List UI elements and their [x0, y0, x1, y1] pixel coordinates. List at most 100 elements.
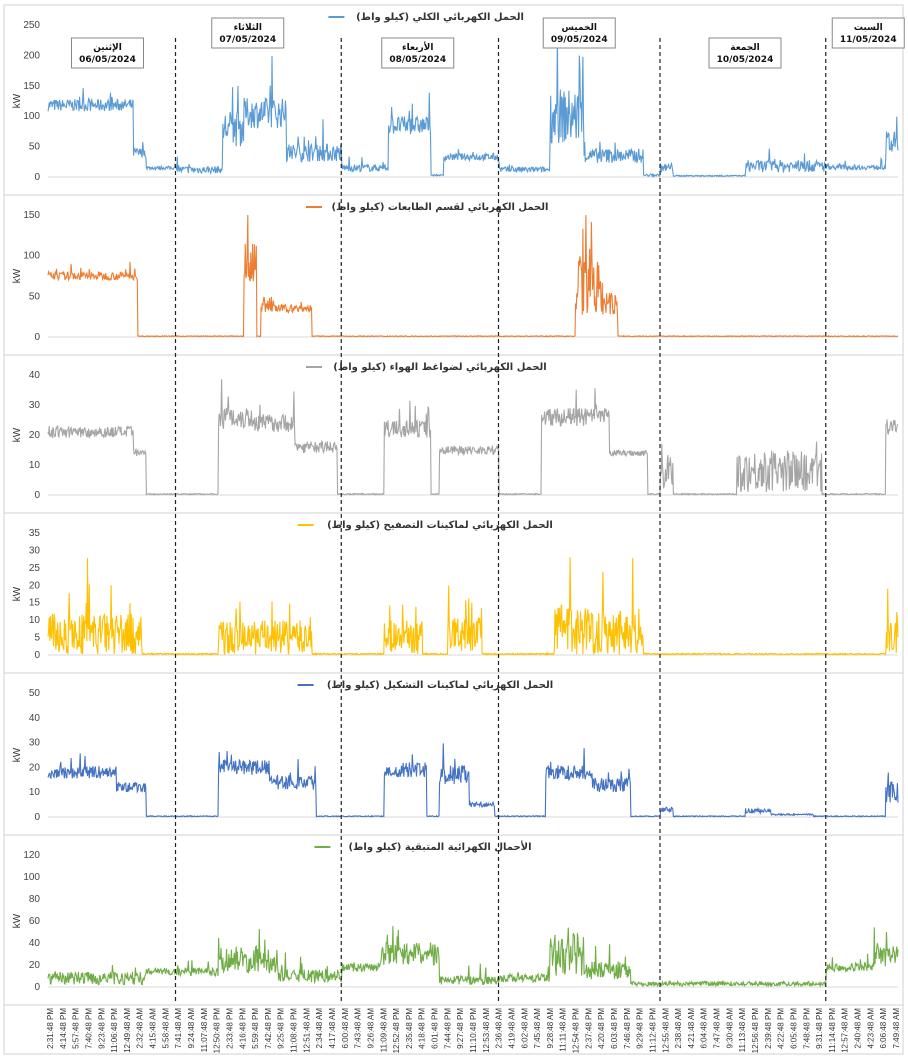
y-tick-label: 0 — [34, 650, 40, 661]
y-tick-label: 50 — [29, 688, 41, 699]
y-axis-label: kW — [12, 586, 23, 601]
panel-title: الحمل الكهربائي لماكينات التشكيل (كيلو و… — [327, 680, 553, 691]
y-tick-label: 40 — [29, 370, 41, 381]
y-tick-label: 50 — [29, 291, 41, 302]
panel-title: الحمل الكهربائي لقسم الطابعات (كيلو واط) — [332, 202, 549, 213]
y-tick-label: 10 — [29, 615, 41, 626]
day-label-box — [71, 37, 144, 69]
day-label-box — [381, 37, 455, 69]
x-tick-label: 7:47:48 AM — [713, 1008, 722, 1049]
x-tick-label: 2:35:48 PM — [405, 1008, 414, 1049]
x-tick-label: 2:39:48 PM — [764, 1008, 773, 1049]
y-tick-label: 20 — [29, 580, 41, 591]
x-tick-label: 9:27:48 PM — [456, 1008, 465, 1049]
y-tick-label: 30 — [29, 400, 41, 411]
x-tick-label: 11:12:48 PM — [648, 1008, 657, 1053]
y-tick-label: 5 — [34, 633, 40, 644]
y-tick-label: 10 — [29, 460, 41, 471]
series-line — [47, 36, 899, 178]
x-tick-label: 12:56:48 PM — [751, 1008, 760, 1054]
x-tick-label: 6:06:48 AM — [879, 1008, 888, 1049]
y-tick-label: 0 — [34, 982, 40, 993]
x-tick-label: 12:53:48 AM — [482, 1008, 491, 1053]
x-tick-label: 7:40:48 PM — [84, 1008, 93, 1049]
day-label-box — [542, 17, 616, 49]
x-tick-label: 2:33:48 PM — [225, 1008, 234, 1049]
day-date: 06/05/2024 — [79, 55, 136, 65]
x-tick-label: 9:31:48 PM — [815, 1008, 824, 1049]
x-tick-label: 11:08:48 PM — [290, 1008, 299, 1053]
x-tick-label: 7:44:48 PM — [443, 1008, 452, 1049]
panel-title: الحمل الكهربائي لماكينات التصفيح (كيلو و… — [327, 520, 553, 531]
series-line — [47, 379, 899, 496]
y-tick-label: 20 — [29, 762, 41, 773]
x-tick-label: 12:50:48 PM — [213, 1008, 222, 1054]
x-tick-label: 9:28:48 AM — [546, 1008, 555, 1049]
y-axis-label: kW — [12, 747, 23, 762]
y-tick-label: 250 — [23, 20, 40, 31]
x-tick-label: 4:15:48 AM — [149, 1008, 158, 1049]
series-line — [47, 926, 899, 988]
x-tick-label: 2:37:48 PM — [584, 1008, 593, 1049]
day-name: الثلاثاء — [234, 23, 262, 33]
y-tick-label: 30 — [29, 545, 41, 556]
x-tick-label: 5:58:48 AM — [161, 1008, 170, 1049]
y-tick-label: 20 — [29, 430, 41, 441]
day-date: 08/05/2024 — [389, 55, 446, 65]
day-label-box — [211, 17, 285, 49]
x-tick-label: 11:14:48 PM — [828, 1008, 837, 1053]
x-tick-label: 6:02:48 AM — [520, 1008, 529, 1049]
x-tick-label: 12:57:48 AM — [841, 1008, 850, 1053]
x-tick-label: 4:22:48 PM — [777, 1008, 786, 1049]
y-tick-label: 50 — [29, 142, 41, 153]
x-tick-label: 7:46:48 PM — [623, 1008, 632, 1049]
y-tick-label: 100 — [23, 111, 40, 122]
x-tick-label: 4:19:48 AM — [507, 1008, 516, 1049]
day-name: الخميس — [562, 23, 597, 33]
x-tick-label: 9:26:48 AM — [366, 1008, 375, 1049]
x-tick-label: 7:45:48 AM — [533, 1008, 542, 1049]
x-tick-label: 11:10:48 PM — [469, 1008, 478, 1053]
x-tick-label: 6:03:48 PM — [610, 1008, 619, 1049]
panel-title: الحمل الكهربائي الكلي (كيلو واط) — [356, 12, 524, 23]
y-tick-label: 40 — [29, 713, 41, 724]
x-tick-label: 11:06:48 PM — [110, 1008, 119, 1053]
y-tick-label: 100 — [23, 872, 40, 883]
panel-title: الأحمال الكهرائية المتبقية (كيلو واط) — [348, 840, 531, 853]
y-tick-label: 150 — [23, 81, 40, 92]
x-tick-label: 2:34:48 AM — [315, 1008, 324, 1049]
panel-title: الحمل الكهربائي لضواغط الهواء (كيلو واط) — [333, 362, 547, 373]
x-tick-label: 12:49:48 AM — [123, 1008, 132, 1053]
x-tick-label: 12:55:48 AM — [661, 1008, 670, 1053]
day-label-box — [708, 37, 782, 69]
day-name: الجمعة — [730, 43, 760, 53]
x-tick-label: 7:41:48 AM — [174, 1008, 183, 1049]
y-tick-label: 0 — [34, 812, 40, 823]
y-tick-label: 60 — [29, 916, 41, 927]
day-date: 09/05/2024 — [551, 35, 608, 45]
x-tick-label: 7:42:48 PM — [264, 1008, 273, 1049]
outer-frame — [3, 4, 904, 1055]
y-tick-label: 150 — [23, 210, 40, 221]
x-tick-label: 4:20:48 PM — [597, 1008, 606, 1049]
x-tick-label: 2:32:48 AM — [136, 1008, 145, 1049]
y-tick-label: 120 — [23, 850, 40, 861]
x-tick-label: 4:23:48 AM — [866, 1008, 875, 1049]
x-tick-label: 6:01:48 PM — [431, 1008, 440, 1049]
day-date: 07/05/2024 — [219, 35, 276, 45]
x-tick-label: 5:59:48 PM — [251, 1008, 260, 1049]
x-tick-label: 4:17:48 AM — [328, 1008, 337, 1049]
x-tick-label: 4:18:48 PM — [418, 1008, 427, 1049]
x-tick-label: 4:21:48 AM — [687, 1008, 696, 1049]
x-tick-label: 5:57:48 PM — [72, 1008, 81, 1049]
y-tick-label: 0 — [34, 172, 40, 183]
y-tick-label: 200 — [23, 50, 40, 61]
day-name: السبت — [854, 23, 883, 33]
y-axis-label: kW — [12, 427, 23, 442]
x-tick-label: 12:54:48 PM — [572, 1008, 581, 1054]
x-tick-label: 9:24:48 AM — [187, 1008, 196, 1049]
y-tick-label: 30 — [29, 738, 41, 749]
y-tick-label: 35 — [29, 528, 41, 539]
y-axis-label: kW — [12, 268, 23, 283]
